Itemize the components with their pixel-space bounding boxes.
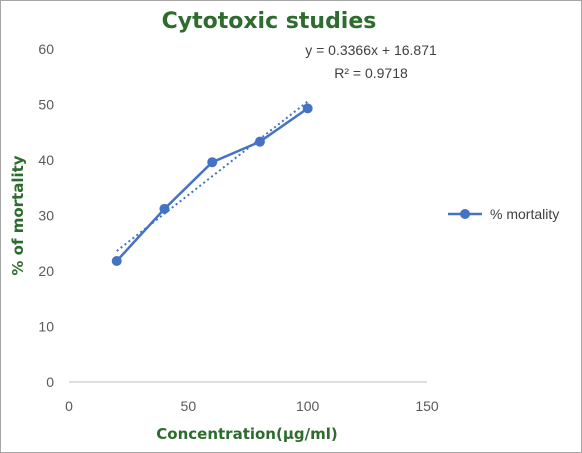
x-axis-ticks: 0 50 100 150 [65, 398, 439, 414]
data-point [254, 136, 265, 147]
y-tick-label: 10 [38, 319, 54, 335]
series-line [115, 107, 309, 262]
x-tick-label: 150 [415, 398, 439, 414]
data-points [111, 103, 313, 267]
y-axis-ticks: 0 10 20 30 40 50 60 [38, 41, 54, 390]
x-tick-label: 50 [181, 398, 197, 414]
y-tick-label: 0 [46, 374, 54, 390]
y-tick-label: 40 [38, 152, 54, 168]
data-point [159, 203, 170, 214]
x-tick-label: 0 [65, 398, 73, 414]
data-point [302, 103, 313, 114]
x-axis-title: Concentration(µg/ml) [156, 425, 337, 443]
chart-title: Cytotoxic studies [162, 9, 377, 34]
x-tick-label: 100 [296, 398, 320, 414]
legend-marker [460, 209, 470, 219]
data-point [111, 256, 122, 267]
data-point [207, 157, 218, 168]
trendline-r-squared: R² = 0.9718 [334, 65, 408, 81]
y-axis-title: % of mortality [9, 155, 27, 275]
trendline-equation: y = 0.3366x + 16.871 [305, 42, 437, 58]
legend-label: % mortality [490, 206, 559, 222]
y-tick-label: 20 [38, 263, 54, 279]
y-tick-label: 50 [38, 97, 54, 113]
y-tick-label: 60 [38, 41, 54, 57]
y-tick-label: 30 [38, 208, 54, 224]
legend: % mortality [448, 206, 559, 222]
